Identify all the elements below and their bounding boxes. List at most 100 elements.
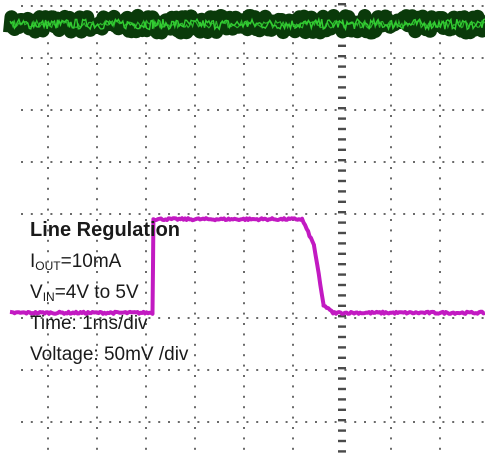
grid-dot	[452, 317, 455, 319]
grid-dot	[390, 11, 392, 13]
grid-dot	[292, 323, 294, 325]
grid-dot	[217, 421, 219, 423]
grid-dot	[285, 213, 288, 215]
grid-dot	[442, 421, 445, 423]
grid-dot	[305, 109, 308, 111]
grid-dot	[194, 52, 196, 55]
grid-dot	[194, 239, 196, 242]
grid-dot	[275, 109, 278, 111]
grid-dot	[292, 416, 294, 419]
grid-dot	[243, 187, 245, 190]
grid-dot	[194, 115, 196, 117]
grid-dot	[334, 421, 337, 423]
grid-dot	[334, 109, 337, 111]
grid-dot	[390, 239, 392, 242]
grid-dot	[285, 317, 288, 319]
grid-dot	[442, 5, 445, 7]
grid-dot	[145, 94, 147, 97]
grid-dot	[194, 63, 196, 65]
grid-dot	[462, 57, 464, 59]
grid-dot	[295, 109, 298, 111]
grid-dot	[471, 57, 474, 59]
grid-dot	[305, 421, 308, 423]
grid-dot	[243, 302, 245, 305]
grid-dot	[413, 5, 415, 7]
grid-dot	[344, 213, 347, 215]
grid-dot	[432, 109, 435, 111]
grid-dot	[96, 385, 98, 388]
grid-dot	[79, 421, 82, 423]
grid-dot	[275, 213, 278, 215]
grid-dot	[158, 161, 161, 163]
grid-dot	[21, 421, 23, 423]
grid-dot	[439, 187, 441, 190]
grid-dot	[79, 317, 82, 319]
grid-dot	[99, 369, 102, 371]
grid-dot	[158, 421, 161, 423]
grid-dot	[194, 42, 196, 45]
center-axis-tick	[338, 44, 346, 47]
grid-dot	[158, 109, 161, 111]
grid-dot	[96, 208, 98, 211]
center-axis-tick	[338, 419, 346, 422]
grid-dot	[315, 57, 317, 59]
grid-dot	[194, 323, 196, 325]
grid-dot	[243, 83, 245, 86]
grid-dot	[442, 57, 445, 59]
grid-dot	[243, 125, 245, 128]
grid-dot	[292, 406, 294, 409]
grid-dot	[481, 369, 484, 371]
grid-dot	[145, 416, 147, 419]
grid-dot	[442, 109, 445, 111]
grid-dot	[145, 229, 147, 232]
grid-dot	[47, 343, 49, 346]
grid-dot	[243, 260, 245, 263]
grid-dot	[194, 271, 196, 273]
grid-dot	[158, 5, 161, 7]
grid-dot	[390, 333, 392, 336]
grid-dot	[177, 109, 180, 111]
grid-dot	[439, 250, 441, 253]
grid-dot	[96, 52, 98, 55]
grid-dot	[79, 369, 82, 371]
grid-dot	[194, 427, 196, 429]
grid-dot	[89, 161, 92, 163]
grid-dot	[109, 57, 112, 59]
grid-dot	[413, 57, 415, 59]
grid-dot	[148, 317, 151, 319]
grid-dot	[21, 57, 23, 59]
grid-dot	[187, 421, 190, 423]
grid-dot	[226, 317, 229, 319]
grid-dot	[295, 421, 298, 423]
grid-dot	[373, 213, 376, 215]
grid-dot	[207, 317, 210, 319]
grid-dot	[145, 260, 147, 263]
grid-dot	[285, 421, 288, 423]
grid-dot	[96, 177, 98, 180]
grid-dot	[194, 364, 196, 367]
grid-dot	[390, 156, 392, 159]
grid-dot	[243, 385, 245, 388]
grid-dot	[315, 161, 317, 163]
grid-dot	[292, 437, 294, 440]
grid-dot	[145, 219, 147, 221]
grid-dot	[138, 5, 141, 7]
grid-dot	[390, 250, 392, 253]
grid-dot	[50, 5, 53, 7]
grid-dot	[246, 161, 249, 163]
grid-dot	[246, 421, 249, 423]
grid-dot	[47, 187, 49, 190]
grid-dot	[373, 5, 376, 7]
grid-dot	[96, 115, 98, 117]
grid-dot	[145, 343, 147, 346]
trace-line	[9, 216, 485, 316]
grid-dot	[256, 109, 259, 111]
grid-dot	[315, 421, 317, 423]
grid-dot	[243, 73, 245, 76]
grid-dot	[194, 94, 196, 97]
grid-dot	[207, 5, 210, 7]
grid-dot	[334, 317, 337, 319]
grid-dot	[373, 421, 376, 423]
grid-dot	[364, 213, 366, 215]
grid-dot	[243, 333, 245, 336]
